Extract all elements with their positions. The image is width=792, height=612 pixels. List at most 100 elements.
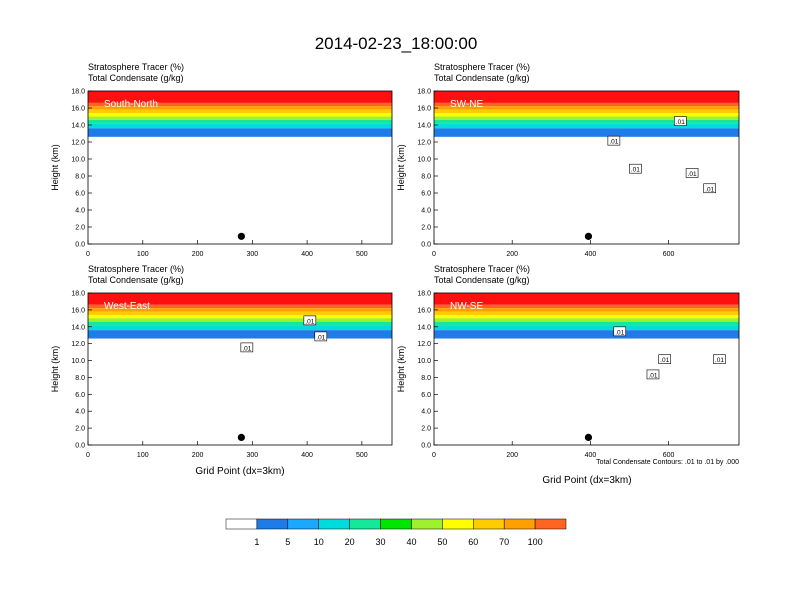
colorbar-bin-0: [225, 518, 258, 530]
y-tick-label: 8.0: [421, 375, 431, 382]
y-tick-label: 14.0: [417, 123, 431, 130]
colorbar-bin-8: [473, 518, 505, 530]
contour-label: Total Condensate (g/kg): [434, 73, 530, 83]
y-tick-label: 10.0: [71, 358, 85, 365]
contour-label-0: .01: [305, 318, 314, 325]
panel-name: SW-NE: [450, 99, 483, 110]
y-axis-label: Height (km): [396, 144, 406, 191]
colorbar-label-4: 30: [376, 537, 386, 547]
y-tick-label: 4.0: [421, 208, 431, 215]
troposphere-area: [434, 338, 739, 445]
contour-label-box-0: [613, 326, 627, 337]
x-tick-label: 200: [192, 452, 204, 459]
troposphere-area: [88, 338, 392, 445]
tracer-band-8: [88, 128, 392, 137]
tracer-band-4: [88, 113, 392, 117]
field-label: Stratosphere Tracer (%): [88, 264, 184, 274]
colorbar-label-2: 10: [314, 537, 324, 547]
contour-label-box-1: [314, 331, 328, 342]
contour-label-2: .01: [242, 345, 251, 352]
contour-label-box-2: [646, 369, 660, 380]
x-tick-label: 400: [301, 452, 313, 459]
x-tick-label: 200: [506, 251, 518, 258]
y-tick-label: 18.0: [417, 89, 431, 96]
y-axis-label: Height (km): [50, 346, 60, 393]
tracer-band-1: [434, 304, 739, 309]
tracer-band-7: [434, 123, 739, 129]
tracer-band-3: [434, 109, 739, 114]
contour-label-3: .01: [715, 357, 724, 364]
colorbar-bin-7: [442, 518, 474, 530]
contour-label-1: .01: [660, 357, 669, 364]
tracer-band-8: [434, 128, 739, 137]
colorbar-label-5: 40: [406, 537, 416, 547]
contour-label-1: .01: [609, 139, 618, 146]
tracer-band-2: [88, 106, 392, 110]
contour-label-box-0: [303, 315, 317, 326]
x-tick-label: 400: [585, 452, 597, 459]
x-tick-label: 600: [663, 251, 675, 258]
y-tick-label: 16.0: [71, 106, 85, 113]
y-tick-label: 4.0: [75, 208, 85, 215]
tracer-band-1: [88, 102, 392, 107]
panel-nw-se: Stratosphere Tracer (%)Total Condensate …: [396, 264, 740, 459]
colorbar-label-1: 5: [285, 537, 290, 547]
contour-label-4: .01: [705, 186, 714, 193]
y-tick-label: 0.0: [75, 443, 85, 450]
location-marker: [584, 232, 593, 240]
colorbar-bin-9: [503, 518, 536, 530]
colorbar-bin-1: [256, 518, 289, 530]
panel-name: West-East: [104, 301, 150, 312]
x-tick-label: 200: [192, 251, 204, 258]
panel-south-north: Stratosphere Tracer (%)Total Condensate …: [50, 62, 393, 258]
contour-label: Total Condensate (g/kg): [434, 275, 530, 285]
x-tick-label: 100: [137, 251, 149, 258]
contour-label-0: .01: [615, 329, 624, 336]
y-tick-label: 14.0: [71, 123, 85, 130]
plot-frame: [433, 292, 740, 446]
contour-label-2: .01: [631, 167, 640, 174]
contour-label-box-2: [629, 163, 642, 174]
y-tick-label: 0.0: [421, 443, 431, 450]
tracer-band-1: [434, 102, 739, 107]
y-tick-label: 6.0: [421, 392, 431, 399]
tracer-band-4: [434, 314, 739, 319]
y-tick-label: 18.0: [417, 291, 431, 298]
colorbar-label-9: 100: [528, 537, 543, 547]
colorbar: 1 5 10 20 30 40 50 60 70 100: [225, 518, 567, 547]
tracer-band-3: [88, 311, 392, 315]
tracer-band-7: [88, 123, 392, 129]
y-axis-label: Height (km): [396, 346, 406, 393]
tracer-band-0: [434, 91, 739, 103]
contour-label: Total Condensate (g/kg): [88, 73, 184, 83]
colorbar-label-0: 1: [254, 537, 259, 547]
plot-frame: [433, 90, 740, 245]
y-tick-label: 10.0: [417, 157, 431, 164]
y-tick-label: 10.0: [417, 358, 431, 365]
x-axis-label-left: Grid Point (dx=3km): [195, 466, 284, 477]
colorbar-bin-10: [534, 518, 567, 530]
tracer-band-3: [434, 311, 739, 315]
colorbar-label-6: 50: [437, 537, 447, 547]
y-tick-label: 12.0: [417, 341, 431, 348]
y-tick-label: 2.0: [75, 225, 85, 232]
contour-info: Total Condensate Contours: .01 to .01 by…: [596, 459, 739, 466]
location-marker: [237, 433, 245, 441]
contour-label-box-1: [607, 135, 621, 146]
tracer-band-8: [88, 330, 392, 339]
contour-label-box-1: [658, 354, 672, 365]
contour-label-2: .01: [648, 372, 657, 379]
x-tick-label: 0: [86, 251, 90, 258]
x-tick-label: 500: [356, 251, 368, 258]
tracer-band-2: [88, 308, 392, 312]
tracer-band-5: [434, 318, 739, 322]
colorbar-bin-4: [349, 518, 381, 530]
location-marker: [584, 433, 593, 441]
tracer-band-3: [88, 109, 392, 114]
colorbar-label-3: 20: [345, 537, 355, 547]
x-tick-label: 200: [506, 452, 518, 459]
tracer-band-2: [434, 106, 739, 110]
y-tick-label: 8.0: [75, 375, 85, 382]
y-tick-label: 6.0: [75, 191, 85, 198]
panel-west-east: Stratosphere Tracer (%)Total Condensate …: [50, 264, 393, 459]
